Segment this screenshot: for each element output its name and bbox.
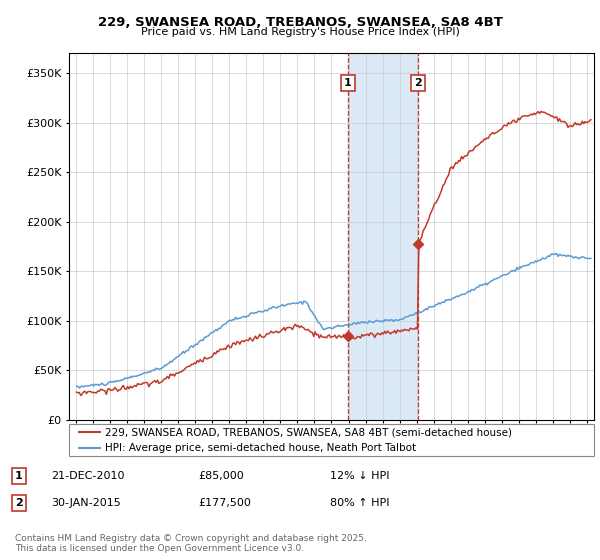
Text: HPI: Average price, semi-detached house, Neath Port Talbot: HPI: Average price, semi-detached house,… — [105, 444, 416, 453]
Text: Price paid vs. HM Land Registry's House Price Index (HPI): Price paid vs. HM Land Registry's House … — [140, 27, 460, 37]
Text: 12% ↓ HPI: 12% ↓ HPI — [330, 470, 389, 480]
Text: 229, SWANSEA ROAD, TREBANOS, SWANSEA, SA8 4BT (semi-detached house): 229, SWANSEA ROAD, TREBANOS, SWANSEA, SA… — [105, 427, 512, 437]
Text: 80% ↑ HPI: 80% ↑ HPI — [330, 498, 389, 508]
Text: 30-JAN-2015: 30-JAN-2015 — [51, 498, 121, 508]
Text: 1: 1 — [344, 78, 352, 88]
FancyBboxPatch shape — [69, 424, 594, 456]
Bar — [348, 53, 418, 420]
Text: 1: 1 — [15, 470, 23, 480]
Text: 2: 2 — [15, 498, 23, 508]
Text: £85,000: £85,000 — [198, 470, 244, 480]
Text: 229, SWANSEA ROAD, TREBANOS, SWANSEA, SA8 4BT: 229, SWANSEA ROAD, TREBANOS, SWANSEA, SA… — [98, 16, 502, 29]
Text: 2: 2 — [414, 78, 422, 88]
Text: £177,500: £177,500 — [198, 498, 251, 508]
Text: 21-DEC-2010: 21-DEC-2010 — [51, 470, 125, 480]
Text: Contains HM Land Registry data © Crown copyright and database right 2025.
This d: Contains HM Land Registry data © Crown c… — [15, 534, 367, 553]
